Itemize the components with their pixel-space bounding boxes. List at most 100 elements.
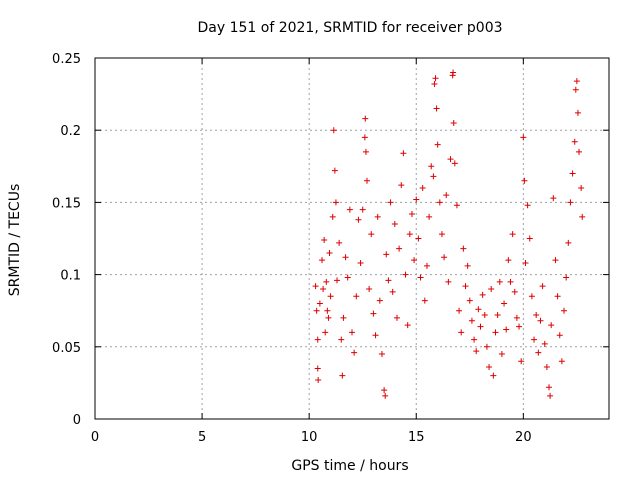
data-point bbox=[450, 69, 457, 76]
data-point bbox=[447, 156, 454, 163]
data-points bbox=[312, 69, 586, 399]
y-tick-label: 0.15 bbox=[52, 196, 81, 211]
data-point bbox=[368, 231, 375, 238]
data-point bbox=[573, 78, 580, 85]
data-point bbox=[563, 274, 570, 281]
data-point bbox=[458, 329, 465, 336]
x-axis-label: GPS time / hours bbox=[291, 458, 408, 474]
data-point bbox=[531, 336, 538, 343]
data-point bbox=[492, 329, 499, 336]
data-point bbox=[415, 235, 422, 242]
data-point bbox=[571, 138, 578, 145]
data-point bbox=[370, 310, 377, 317]
data-point bbox=[362, 115, 369, 122]
data-point bbox=[413, 196, 420, 203]
data-point bbox=[325, 314, 332, 321]
data-point bbox=[433, 105, 440, 112]
data-point bbox=[567, 199, 574, 206]
data-point bbox=[332, 199, 339, 206]
data-point bbox=[507, 278, 514, 285]
data-point bbox=[490, 372, 497, 379]
data-point bbox=[366, 286, 373, 293]
chart-title: Day 151 of 2021, SRMTID for receiver p00… bbox=[197, 20, 502, 36]
data-point bbox=[511, 288, 518, 295]
data-point bbox=[349, 329, 355, 336]
data-point bbox=[509, 231, 516, 238]
data-point bbox=[419, 184, 426, 191]
data-point bbox=[323, 278, 330, 285]
axis-ticks: 0 5 10 15 20 0 0.05 0.1 0.15 0.2 0.25 bbox=[52, 52, 609, 445]
data-point bbox=[451, 160, 458, 167]
data-point bbox=[329, 213, 336, 220]
y-tick-label: 0.1 bbox=[60, 269, 81, 284]
data-point bbox=[471, 336, 478, 343]
data-point bbox=[326, 249, 333, 256]
data-point bbox=[355, 216, 362, 223]
data-point bbox=[505, 257, 512, 264]
x-tick-label: 5 bbox=[198, 430, 206, 445]
data-point bbox=[548, 322, 555, 329]
data-point bbox=[537, 317, 544, 324]
data-point bbox=[393, 314, 400, 321]
data-point bbox=[383, 251, 390, 258]
data-point bbox=[578, 184, 585, 191]
data-point bbox=[359, 206, 366, 213]
data-point bbox=[579, 213, 586, 220]
data-point bbox=[382, 392, 389, 399]
data-point bbox=[541, 340, 548, 347]
data-point bbox=[402, 271, 409, 278]
data-point bbox=[324, 307, 331, 314]
data-point bbox=[434, 141, 441, 148]
data-point bbox=[443, 192, 450, 199]
data-point bbox=[432, 75, 439, 82]
data-point bbox=[494, 312, 501, 319]
data-point bbox=[475, 306, 482, 313]
data-point bbox=[381, 387, 388, 394]
data-point bbox=[372, 332, 379, 339]
y-axis-label: SRMTID / TECUs bbox=[7, 184, 23, 297]
data-point bbox=[565, 239, 572, 246]
data-point bbox=[411, 257, 418, 264]
data-point bbox=[453, 202, 460, 209]
x-tick-label: 20 bbox=[515, 430, 532, 445]
data-point bbox=[503, 326, 510, 333]
data-point bbox=[486, 364, 493, 371]
grid-lines bbox=[95, 58, 609, 419]
data-point bbox=[408, 210, 415, 217]
data-point bbox=[550, 195, 557, 202]
data-point bbox=[361, 134, 368, 141]
data-point bbox=[498, 351, 505, 358]
data-point bbox=[321, 236, 328, 243]
data-point bbox=[342, 254, 349, 261]
data-point bbox=[430, 173, 437, 180]
data-point bbox=[554, 293, 561, 300]
data-point bbox=[488, 286, 495, 293]
data-point bbox=[450, 119, 457, 126]
data-point bbox=[406, 231, 413, 238]
data-point bbox=[330, 127, 337, 134]
data-point bbox=[315, 377, 322, 384]
data-point bbox=[445, 278, 452, 285]
data-point bbox=[334, 277, 341, 284]
data-point bbox=[468, 317, 475, 324]
data-point bbox=[569, 170, 576, 177]
data-point bbox=[460, 245, 467, 252]
y-tick-label: 0 bbox=[73, 413, 81, 428]
data-point bbox=[339, 372, 346, 379]
data-point bbox=[404, 322, 411, 329]
data-point bbox=[327, 293, 334, 300]
data-point bbox=[385, 277, 392, 284]
data-point bbox=[376, 297, 383, 304]
data-point bbox=[316, 300, 323, 307]
data-point bbox=[466, 297, 473, 304]
data-point bbox=[481, 312, 488, 319]
data-point bbox=[331, 167, 338, 174]
data-point bbox=[374, 213, 381, 220]
data-point bbox=[378, 351, 385, 358]
data-point bbox=[436, 199, 443, 206]
data-point bbox=[344, 274, 351, 281]
data-point bbox=[552, 257, 559, 264]
data-point bbox=[320, 286, 327, 293]
